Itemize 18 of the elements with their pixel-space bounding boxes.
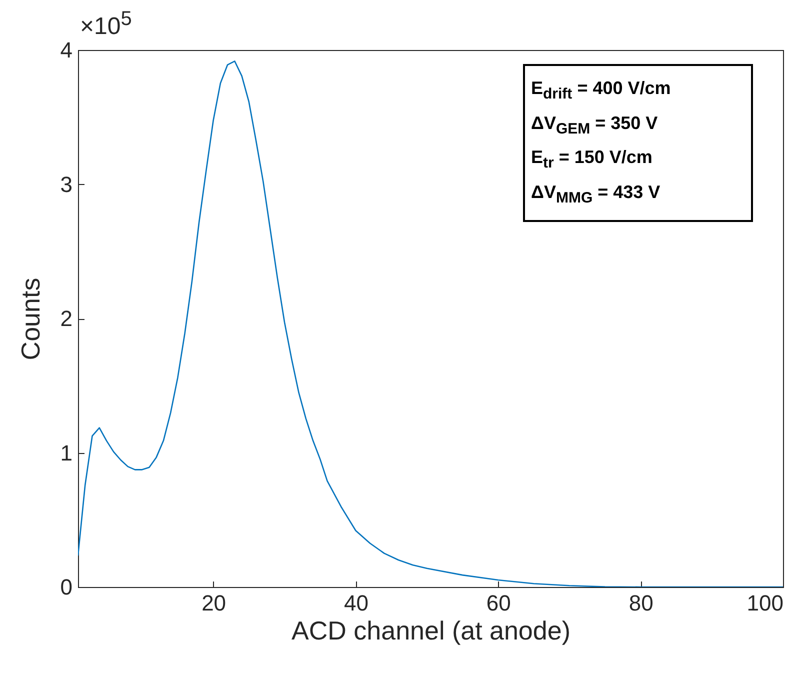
y-tick-label: 4 (60, 38, 72, 62)
x-tick-label: 80 (628, 590, 654, 616)
y-axis-title: Counts (15, 278, 46, 360)
x-tick-label: 20 (202, 590, 226, 616)
annotation: ΔV$_{GEM}$ = 350 V (531, 112, 659, 140)
line-series (78, 60, 783, 587)
text: ×10$^{5}$ (80, 8, 132, 41)
x-tick-label: 100 (746, 590, 784, 616)
annotation: E$_{drift}$ = 400 V/cm (531, 77, 672, 105)
y-tick-label: 2 (60, 306, 72, 331)
x-axis-title: ACD channel (at anode) (292, 616, 570, 646)
x-tick-label: 40 (344, 590, 368, 616)
annotation: ΔV$_{MMG}$ = 433 V (531, 180, 662, 208)
annotation: E$_{tr}$ = 150 V/cm (531, 146, 654, 174)
y-tick-label: 3 (60, 172, 72, 197)
x-tick-label: 60 (486, 590, 511, 616)
y-tick-label: 1 (60, 440, 72, 466)
y-tick-label: 0 (60, 574, 72, 600)
